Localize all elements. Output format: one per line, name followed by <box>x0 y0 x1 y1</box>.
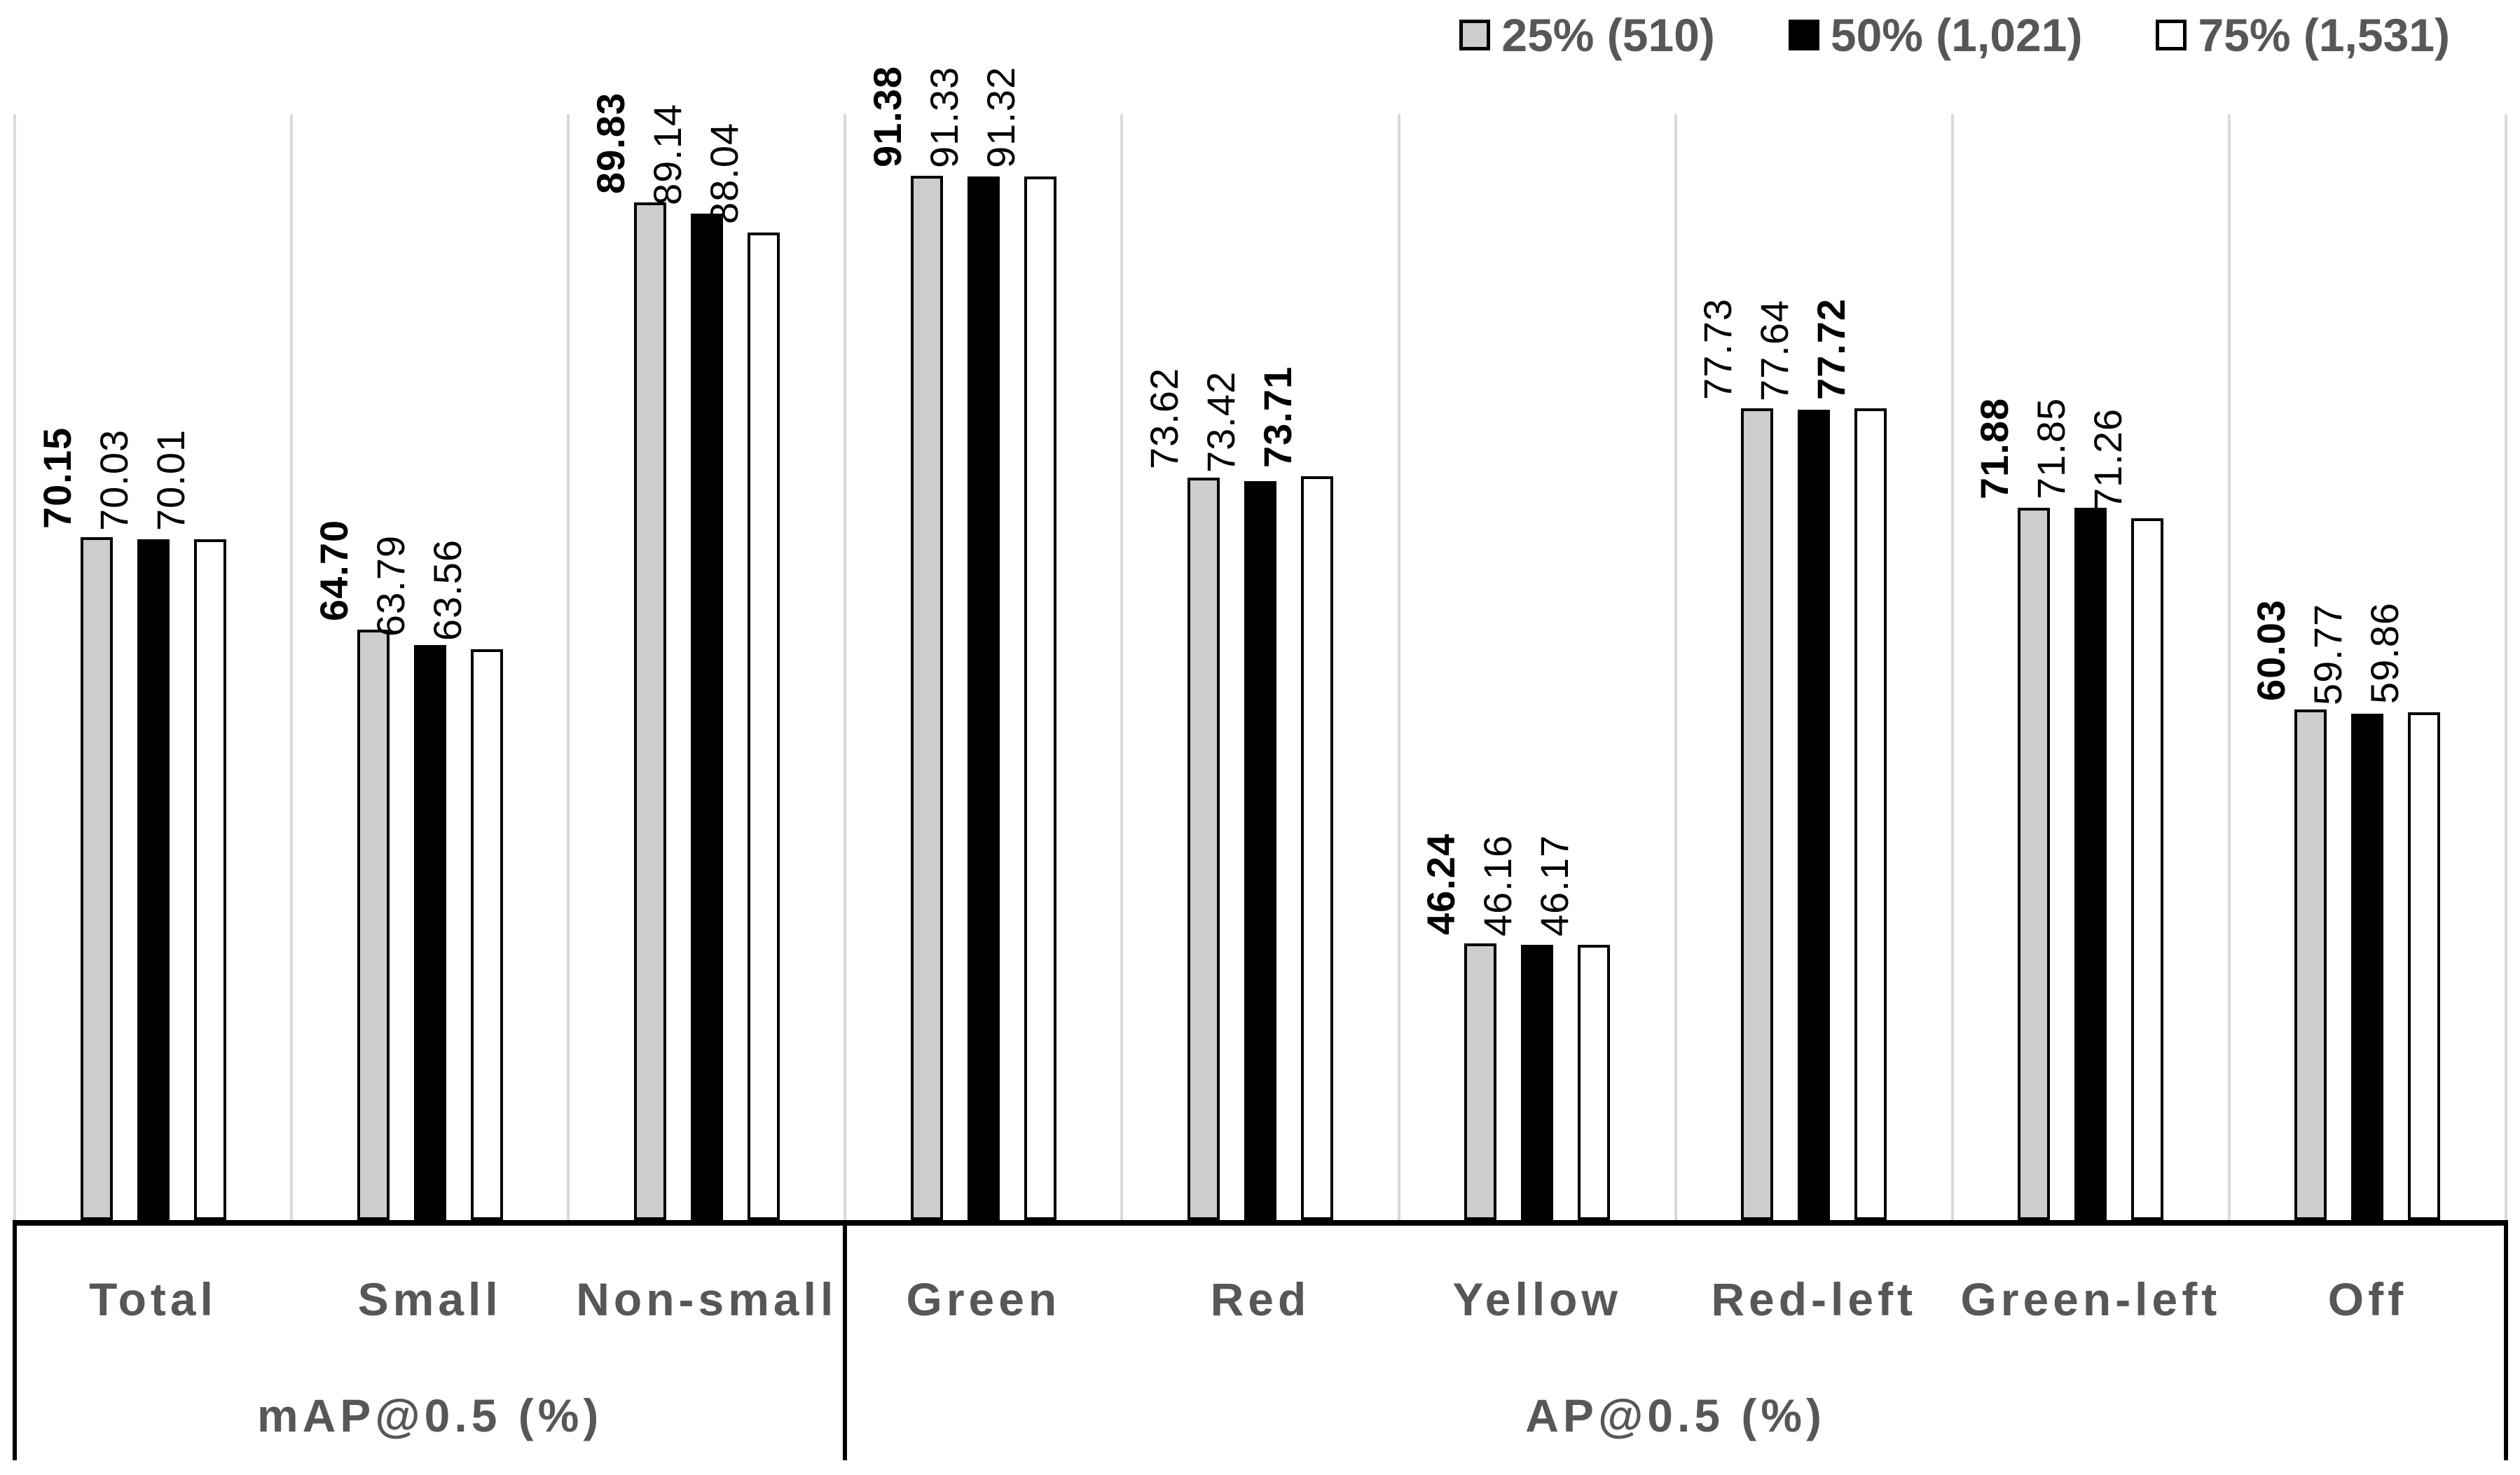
value-label: 77.72 <box>1809 298 1853 400</box>
bar-small-25% <box>357 630 390 1220</box>
value-label: 46.24 <box>1419 833 1463 935</box>
bar-green-50% <box>968 176 1000 1220</box>
section-label-ap: AP@0.5 (%) <box>1525 1390 1826 1441</box>
legend-label: 75% (1,531) <box>2198 9 2450 61</box>
value-label: 89.14 <box>645 103 689 205</box>
legend: 25% (510) 50% (1,021) 75% (1,531) <box>1459 8 2450 62</box>
value-label: 71.85 <box>2029 397 2073 499</box>
category-separator-gridline <box>844 114 847 1220</box>
value-label: 71.88 <box>1972 397 2016 499</box>
bar-green-75% <box>1024 176 1056 1220</box>
category-label-non-small: Non-small <box>576 1273 838 1325</box>
value-label: 89.83 <box>588 92 633 194</box>
bar-small-50% <box>414 645 446 1220</box>
bar-red-left-50% <box>1798 410 1830 1220</box>
legend-swatch <box>2156 20 2187 50</box>
legend-item: 50% (1,021) <box>1788 8 2083 62</box>
category-label-green: Green <box>906 1273 1061 1325</box>
category-separator-gridline <box>1950 114 1954 1220</box>
category-label-red-left: Red-left <box>1711 1273 1917 1325</box>
value-label: 64.70 <box>312 519 356 621</box>
category-separator-gridline <box>1674 114 1677 1220</box>
legend-item: 25% (510) <box>1459 8 1715 62</box>
category-separator-gridline <box>13 114 16 1220</box>
value-label: 77.73 <box>1695 298 1740 400</box>
bar-red-left-75% <box>1854 408 1887 1220</box>
category-separator-gridline <box>1120 114 1124 1220</box>
legend-swatch <box>1459 20 1491 50</box>
bar-off-50% <box>2351 714 2383 1220</box>
value-label: 70.01 <box>149 429 193 531</box>
category-separator-gridline <box>1397 114 1400 1220</box>
value-label: 46.17 <box>1532 834 1576 936</box>
bar-yellow-25% <box>1464 943 1496 1220</box>
category-separator-gridline <box>567 114 570 1220</box>
category-label-small: Small <box>357 1273 502 1325</box>
legend-label: 50% (1,021) <box>1830 9 2083 61</box>
value-label: 63.79 <box>369 534 413 637</box>
value-label: 59.77 <box>2306 603 2350 705</box>
value-label: 88.04 <box>702 122 746 224</box>
value-label: 70.03 <box>92 429 136 531</box>
category-separator-gridline <box>2505 114 2507 1220</box>
value-label: 73.71 <box>1255 366 1300 468</box>
bar-small-75% <box>471 649 503 1220</box>
legend-swatch <box>1788 20 1819 50</box>
bar-total-75% <box>194 539 226 1220</box>
axis-table-border <box>13 1220 17 1460</box>
bar-green-left-75% <box>2131 518 2163 1220</box>
axis-table-border <box>843 1220 848 1460</box>
category-label-green-left: Green-left <box>1960 1273 2222 1325</box>
x-axis-line <box>13 1220 2508 1226</box>
bar-yellow-75% <box>1578 945 1610 1220</box>
bar-non-small-75% <box>748 233 780 1220</box>
value-label: 60.03 <box>2249 599 2293 701</box>
bar-green-25% <box>911 176 943 1220</box>
category-label-total: Total <box>89 1273 217 1325</box>
value-label: 63.56 <box>425 539 469 641</box>
value-label: 71.26 <box>2086 408 2130 510</box>
bar-yellow-50% <box>1521 945 1553 1220</box>
value-label: 91.33 <box>922 66 966 168</box>
value-label: 70.15 <box>35 427 79 529</box>
bar-total-25% <box>81 537 113 1220</box>
category-label-off: Off <box>2327 1273 2408 1325</box>
legend-item: 75% (1,531) <box>2156 8 2450 62</box>
bar-red-50% <box>1244 481 1276 1220</box>
bar-non-small-50% <box>691 214 723 1220</box>
legend-label: 25% (510) <box>1501 9 1715 61</box>
bar-non-small-25% <box>634 202 666 1220</box>
bar-total-50% <box>137 539 170 1220</box>
bar-off-25% <box>2294 709 2327 1220</box>
bar-red-25% <box>1187 478 1220 1220</box>
section-label-map: mAP@0.5 (%) <box>256 1390 603 1441</box>
category-separator-gridline <box>2227 114 2231 1220</box>
category-label-yellow: Yellow <box>1452 1273 1622 1325</box>
value-label: 77.64 <box>1752 299 1796 401</box>
bar-off-75% <box>2408 712 2440 1220</box>
bar-green-left-25% <box>2018 508 2050 1220</box>
category-separator-gridline <box>290 114 294 1220</box>
value-label: 59.86 <box>2362 602 2407 704</box>
bar-red-left-25% <box>1741 408 1773 1220</box>
bar-green-left-50% <box>2074 508 2107 1220</box>
value-label: 73.42 <box>1199 371 1243 473</box>
value-label: 46.16 <box>1475 834 1520 936</box>
bar-red-75% <box>1301 476 1333 1220</box>
category-label-red: Red <box>1210 1273 1311 1325</box>
value-label: 91.32 <box>979 66 1023 168</box>
value-label: 73.62 <box>1142 367 1186 469</box>
axis-table-border <box>2504 1220 2508 1460</box>
value-label: 91.38 <box>865 65 909 167</box>
